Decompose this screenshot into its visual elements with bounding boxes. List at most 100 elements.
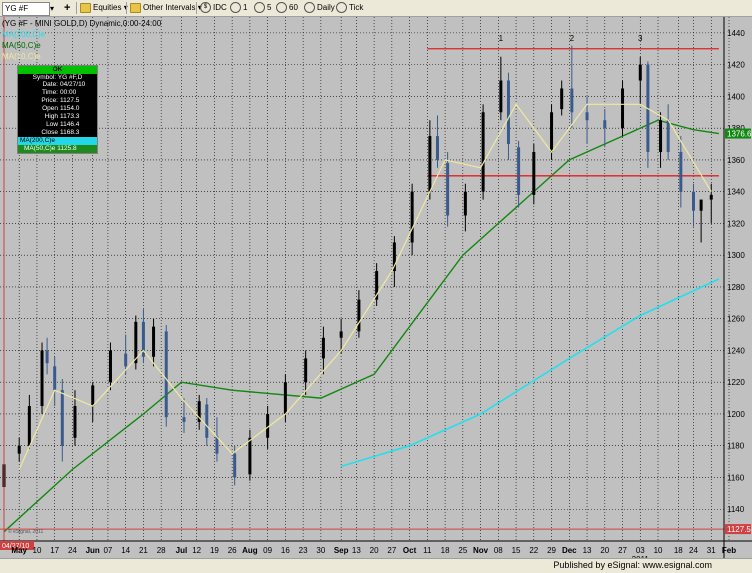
x-tick-label: 22 [529,546,538,555]
y-tick-label: 1420 [727,61,745,70]
legend-ma10: MA(10,C)e [2,52,41,61]
y-tick-label: 1220 [727,378,745,387]
idc-button[interactable]: $ IDC [200,2,227,14]
cursor-layer [0,17,724,541]
x-tick-label: 14 [121,546,130,555]
data-window-row: Date: 04/27/10 [18,81,97,89]
x-tick-label: 27 [387,546,396,555]
cursor-date-box [0,541,34,550]
candle-body [463,191,467,216]
candle-body [60,390,64,446]
x-tick-label: 13 [352,546,361,555]
candle-body [164,331,168,418]
symbol-input[interactable]: YG #F [2,2,50,16]
candle-body [517,147,521,195]
circle-icon [230,2,241,14]
price-label-text: 1376.6 [727,130,752,139]
x-tick-label: 24 [689,546,698,555]
candle-body [53,366,57,391]
data-window-row: High 1173.3 [18,113,97,121]
circle-icon [304,2,315,14]
price-label-box [725,128,751,139]
candle-body [182,417,186,422]
data-window-key: Date: [42,81,58,88]
candle-body [532,151,536,195]
interval-5-button[interactable]: 5 [254,2,271,14]
data-window-key: Low [46,121,58,128]
x-tick-label: 11 [423,546,432,555]
data-window-ma50: MA(50,C)e 1125.8 [18,145,97,153]
interval-60-label: 60 [289,3,298,12]
x-tick-label: Oct [403,546,417,555]
circle-icon [254,2,265,14]
daily-button[interactable]: Daily [304,2,335,14]
x-tick-label: Dec [562,546,577,555]
data-window-row: Low 1146.4 [18,121,97,129]
y-tick-label: 1180 [727,442,745,451]
candle-body [392,242,396,272]
y-axis-panel [724,17,752,558]
price-label-text: 1127.5 [727,525,751,534]
interval-1-button[interactable]: 1 [230,2,247,14]
symbol-box[interactable]: YG #F ▾ [2,2,55,16]
data-window-row: Price: 1127.5 [18,97,97,105]
y-tick-label: 1360 [727,156,745,165]
candle-body [666,120,670,152]
data-window[interactable]: OK Symbol: YG #F,D Date: 04/27/10 Time: 00:… [17,65,98,154]
candle-body [266,413,270,438]
candle-body [304,358,308,383]
candle-body [585,112,589,121]
tick-button[interactable]: Tick [336,2,363,14]
x-tick-label: 28 [157,546,166,555]
other-intervals-menu[interactable]: Other Intervals ▾ [130,2,202,14]
candle-body [659,120,663,152]
add-button[interactable]: + [64,2,70,14]
ma10-layer [18,103,712,470]
plot-background [0,17,724,541]
ma50-line [3,119,720,533]
dropdown-arrow-icon[interactable]: ▾ [50,4,55,13]
legend-ma50: MA(50,C)e [2,41,41,50]
candle-body [27,406,31,446]
data-window-header[interactable]: OK [18,66,97,74]
candle-body [428,136,432,192]
circle-icon: $ [200,2,211,14]
candle-body [621,88,625,129]
x-tick-label: 08 [494,546,503,555]
x-tick-label: Sep [334,546,349,555]
equities-menu[interactable]: Equities ▾ [80,2,128,14]
candle-body [233,453,237,478]
candles-layer [2,45,713,500]
candle-body [603,120,607,129]
candle-body [481,112,485,192]
x-tick-label: 21 [139,546,148,555]
y-tick-label: 1440 [727,29,745,38]
candle-body [283,382,287,414]
data-window-value: 1146.4 [60,121,80,128]
interval-60-button[interactable]: 60 [276,2,298,14]
x-tick-label: Aug [242,546,258,555]
cursor-date-label: 04/27/10 [2,543,29,550]
candle-body [40,350,44,407]
copyright-text: © eSignal, 2011 [8,528,44,535]
candle-body [108,350,112,383]
candle-body [91,385,95,407]
candle-body [709,194,713,200]
candle-body [215,436,219,454]
candle-body [506,80,510,145]
data-window-key: High [44,113,58,120]
candle-body [692,191,696,211]
x-tick-label: 18 [441,546,450,555]
data-window-value: 04/27/10 [60,81,86,88]
year-label: 2011 [632,555,650,558]
circle-icon [276,2,287,14]
candle-body [446,163,450,216]
candle-body [638,64,642,81]
data-window-value: 1173.3 [60,113,80,120]
candle-body [197,401,201,422]
publisher-text: Published by eSignal: www.esignal.com [553,560,712,570]
price-label-box [725,524,751,535]
candle-body [152,326,156,357]
